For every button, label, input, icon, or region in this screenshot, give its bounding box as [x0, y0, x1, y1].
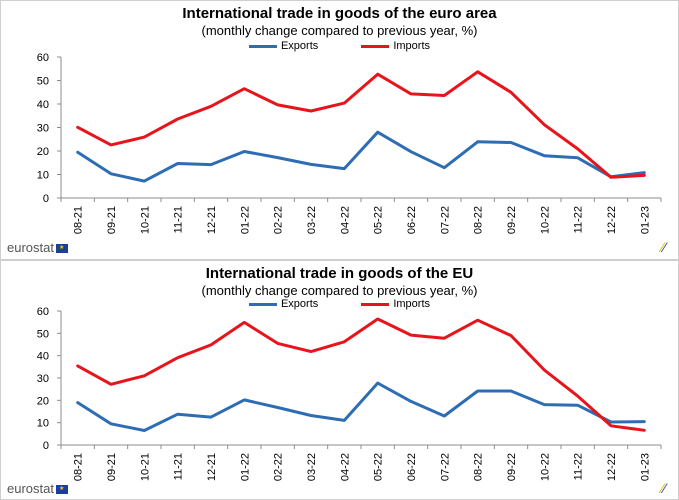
y-tick-label: 10: [37, 170, 49, 182]
x-tick-label: 12-22: [606, 206, 618, 234]
y-tick-label: 20: [37, 146, 49, 158]
corner-mark-icon: ⁄⁄: [661, 239, 666, 255]
x-tick-label: 10-21: [139, 453, 151, 481]
corner-mark-icon: ⁄⁄: [661, 480, 666, 496]
eurostat-logo: eurostat: [7, 481, 68, 496]
chart-subtitle: (monthly change compared to previous yea…: [201, 23, 478, 38]
x-tick-label: 10-21: [139, 206, 151, 234]
x-tick-label: 01-23: [639, 453, 651, 481]
legend-label-exports: Exports: [280, 40, 319, 52]
x-tick-label: 12-21: [206, 206, 218, 234]
chart-panel-eu: International trade in goods of the EU (…: [0, 260, 679, 500]
chart-legend: Exports Imports: [1, 40, 678, 52]
legend-item-imports: Imports: [361, 40, 430, 52]
x-tick-label: 06-22: [406, 206, 418, 234]
x-tick-label: 03-22: [306, 453, 318, 481]
y-tick-label: 40: [37, 351, 49, 363]
brand-text: eurostat: [7, 240, 54, 255]
legend-item-exports: Exports: [248, 40, 319, 52]
x-tick-label: 01-23: [639, 206, 651, 234]
x-tick-label: 11-22: [573, 453, 585, 480]
x-tick-label: 04-22: [339, 453, 351, 481]
y-tick-label: 60: [37, 306, 49, 318]
legend-label-exports: Exports: [280, 298, 319, 310]
y-tick-label: 20: [37, 395, 49, 407]
x-tick-label: 08-21: [73, 453, 85, 481]
y-tick-label: 60: [37, 52, 49, 64]
x-tick-label: 11-21: [173, 453, 185, 480]
x-tick-label: 01-22: [239, 453, 251, 481]
y-tick-label: 10: [37, 418, 49, 430]
y-tick-label: 0: [43, 440, 49, 452]
line-chart-eu: 0 10 20 30 40 50 60 08-21 09-21 10-21 11-21 12-21 01…: [37, 306, 662, 481]
chart-title: International trade in goods of the EU: [205, 265, 474, 282]
x-tick-label: 02-22: [273, 206, 285, 234]
x-tick-label: 09-22: [506, 206, 518, 234]
chart-title: International trade in goods of the euro…: [182, 5, 497, 22]
legend-swatch-exports: [248, 44, 277, 48]
y-tick-label: 0: [43, 193, 49, 205]
x-tick-label: 10-22: [539, 453, 551, 481]
x-tick-label: 06-22: [406, 453, 418, 481]
y-tick-label: 40: [37, 99, 49, 111]
y-tick-label: 30: [37, 123, 49, 135]
legend-swatch-imports: [361, 302, 390, 306]
x-tick-label: 01-22: [239, 206, 251, 234]
x-tick-label: 11-21: [173, 206, 185, 233]
x-tick-label: 07-22: [439, 453, 451, 481]
chart-legend: Exports Imports: [1, 298, 678, 310]
brand-text: eurostat: [7, 481, 54, 496]
chart-panel-euro-area: International trade in goods of the euro…: [0, 0, 679, 260]
y-tick-label: 50: [37, 328, 49, 340]
legend-label-imports: Imports: [393, 40, 431, 52]
x-tick-label: 05-22: [373, 453, 385, 481]
series-line-exports: [76, 130, 646, 183]
x-tick-label: 07-22: [439, 206, 451, 234]
x-tick-label: 08-21: [73, 206, 85, 234]
legend-swatch-exports: [248, 302, 277, 306]
series-line-exports: [76, 381, 646, 432]
eurostat-logo: eurostat: [7, 240, 68, 255]
x-tick-label: 05-22: [373, 206, 385, 234]
legend-item-exports: Exports: [248, 298, 319, 310]
x-tick-label: 11-22: [573, 206, 585, 233]
eu-flag-icon: [55, 485, 68, 495]
x-tick-label: 09-21: [106, 453, 118, 481]
x-tick-label: 08-22: [473, 453, 485, 481]
chart-subtitle: (monthly change compared to previous yea…: [201, 283, 478, 298]
x-tick-label: 02-22: [273, 453, 285, 481]
series-line-imports: [76, 317, 646, 432]
y-tick-label: 30: [37, 373, 49, 385]
x-tick-label: 12-22: [606, 453, 618, 481]
x-tick-label: 10-22: [539, 206, 551, 234]
legend-swatch-imports: [361, 44, 390, 48]
line-chart-euro-area: 0 10 20 30 40 50 60 08-21 09-21 10-21 11-21 12-21 01…: [37, 52, 662, 234]
y-tick-label: 50: [37, 76, 49, 88]
x-tick-label: 09-21: [106, 206, 118, 234]
legend-item-imports: Imports: [361, 298, 430, 310]
eu-flag-icon: [55, 244, 68, 254]
legend-label-imports: Imports: [393, 298, 431, 310]
x-tick-label: 08-22: [473, 206, 485, 234]
x-tick-label: 12-21: [206, 453, 218, 481]
series-line-imports: [76, 70, 646, 179]
x-tick-label: 03-22: [306, 206, 318, 234]
x-tick-label: 04-22: [339, 206, 351, 234]
x-tick-label: 09-22: [506, 453, 518, 481]
